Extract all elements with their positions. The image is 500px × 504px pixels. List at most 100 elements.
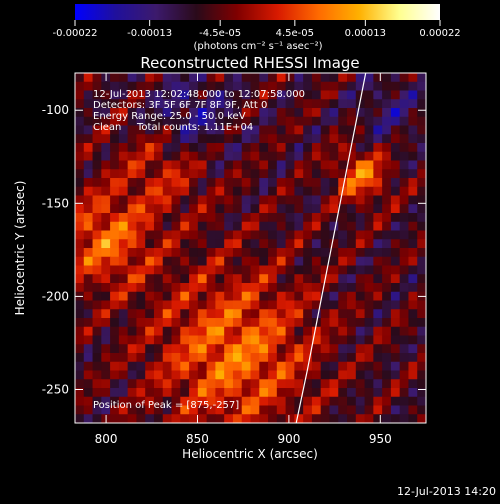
heatmap-cell xyxy=(259,326,269,337)
heatmap-cell xyxy=(145,309,155,319)
heatmap-cell xyxy=(180,300,190,310)
heatmap-cell xyxy=(145,134,155,144)
heatmap-cell xyxy=(92,256,102,267)
heatmap-cell xyxy=(311,108,322,118)
heatmap-cell xyxy=(399,265,410,275)
heatmap-cell xyxy=(303,213,313,223)
heatmap-cell xyxy=(197,291,208,302)
heatmap-cell xyxy=(215,239,225,249)
heatmap-cell xyxy=(373,248,383,258)
heatmap-cell xyxy=(180,388,190,398)
heatmap-cell xyxy=(276,239,287,249)
heatmap-cell xyxy=(294,81,304,92)
heatmap-cell xyxy=(153,186,164,197)
heatmap-cell xyxy=(303,186,313,197)
heatmap-cell xyxy=(390,90,401,100)
heatmap-cell xyxy=(215,248,225,258)
heatmap-cell xyxy=(320,73,331,83)
heatmap-cell xyxy=(153,283,164,293)
heatmap-cell xyxy=(285,204,295,214)
heatmap-cell xyxy=(83,108,94,118)
heatmap-cell xyxy=(153,169,164,179)
heatmap-cell xyxy=(83,283,94,293)
heatmap-cell xyxy=(215,344,225,354)
heatmap-cell xyxy=(110,81,120,92)
heatmap-cell xyxy=(232,379,243,389)
heatmap-cell xyxy=(329,361,339,372)
heatmap-cell xyxy=(417,143,426,153)
heatmap-cell xyxy=(110,134,120,144)
heatmap-cell xyxy=(408,274,418,284)
heatmap-cell xyxy=(303,379,313,389)
heatmap-cell xyxy=(373,90,383,100)
heatmap-cell xyxy=(399,414,410,423)
colorbar-ticks: -0.00022 -0.00013 -4.5e-05 4.5e-05 0.00013 0.… xyxy=(53,20,461,39)
heatmap-cell xyxy=(276,318,287,328)
heatmap-cell xyxy=(285,151,295,162)
heatmap-cell xyxy=(294,151,304,162)
heatmap-cell xyxy=(197,405,208,415)
heatmap-cell xyxy=(92,90,102,100)
heatmap-cell xyxy=(197,361,208,372)
heatmap-cell xyxy=(171,414,181,423)
heatmap-cell xyxy=(110,239,120,249)
heatmap-cell xyxy=(390,195,401,205)
heatmap-cell xyxy=(399,81,410,92)
heatmap-cell xyxy=(276,300,287,310)
heatmap-cell xyxy=(276,291,287,302)
heatmap-cell xyxy=(399,169,410,179)
heatmap-cell xyxy=(101,90,111,100)
heatmap-cell xyxy=(399,116,410,127)
heatmap-cell xyxy=(162,116,173,127)
heatmap-cell xyxy=(180,265,190,275)
heatmap-cell xyxy=(408,178,418,188)
heatmap-cell xyxy=(417,125,426,135)
heatmap-cell xyxy=(320,143,331,153)
heatmap-cell xyxy=(153,309,164,319)
heatmap-cell xyxy=(259,230,269,240)
heatmap-cell xyxy=(127,326,138,337)
heatmap-cell xyxy=(171,160,181,170)
heatmap-cell xyxy=(75,99,85,109)
heatmap-cell xyxy=(171,108,181,118)
heatmap-cell xyxy=(276,265,287,275)
heatmap-cell xyxy=(145,344,155,354)
heatmap-cell xyxy=(347,195,357,205)
heatmap-cell xyxy=(408,344,418,354)
heatmap-cell xyxy=(92,379,102,389)
heatmap-cell xyxy=(92,204,102,214)
heatmap-cell xyxy=(215,73,225,83)
heatmap-cell xyxy=(189,143,199,153)
heatmap-cell xyxy=(417,239,426,249)
heatmap-cell xyxy=(101,248,111,258)
heatmap-cell xyxy=(110,405,120,415)
heatmap-cell xyxy=(250,300,260,310)
heatmap-cell xyxy=(382,195,392,205)
heatmap-cell xyxy=(347,143,357,153)
heatmap-cell xyxy=(127,370,138,380)
heatmap-cell xyxy=(145,169,155,179)
heatmap-cell xyxy=(224,388,234,398)
heatmap-cell xyxy=(338,116,348,127)
heatmap-cell xyxy=(83,265,94,275)
heatmap-cell xyxy=(232,248,243,258)
heatmap-cell xyxy=(118,134,129,144)
heatmap-cell xyxy=(338,213,348,223)
heatmap-cell xyxy=(197,81,208,92)
heatmap-cell xyxy=(311,239,322,249)
heatmap-cell xyxy=(241,178,252,188)
heatmap-cell xyxy=(171,239,181,249)
heatmap-cell xyxy=(268,81,278,92)
heatmap-cell xyxy=(390,405,401,415)
heatmap-cell xyxy=(189,73,199,83)
heatmap-cell xyxy=(110,344,120,354)
heatmap-cell xyxy=(294,291,304,302)
heatmap-cell xyxy=(224,81,234,92)
heatmap-cell xyxy=(136,283,146,293)
heatmap-cell xyxy=(224,178,234,188)
heatmap-cell xyxy=(382,160,392,170)
heatmap-cell xyxy=(206,239,216,249)
heatmap-cell xyxy=(355,335,366,345)
heatmap-cell xyxy=(355,81,366,92)
heatmap-cell xyxy=(338,326,348,337)
